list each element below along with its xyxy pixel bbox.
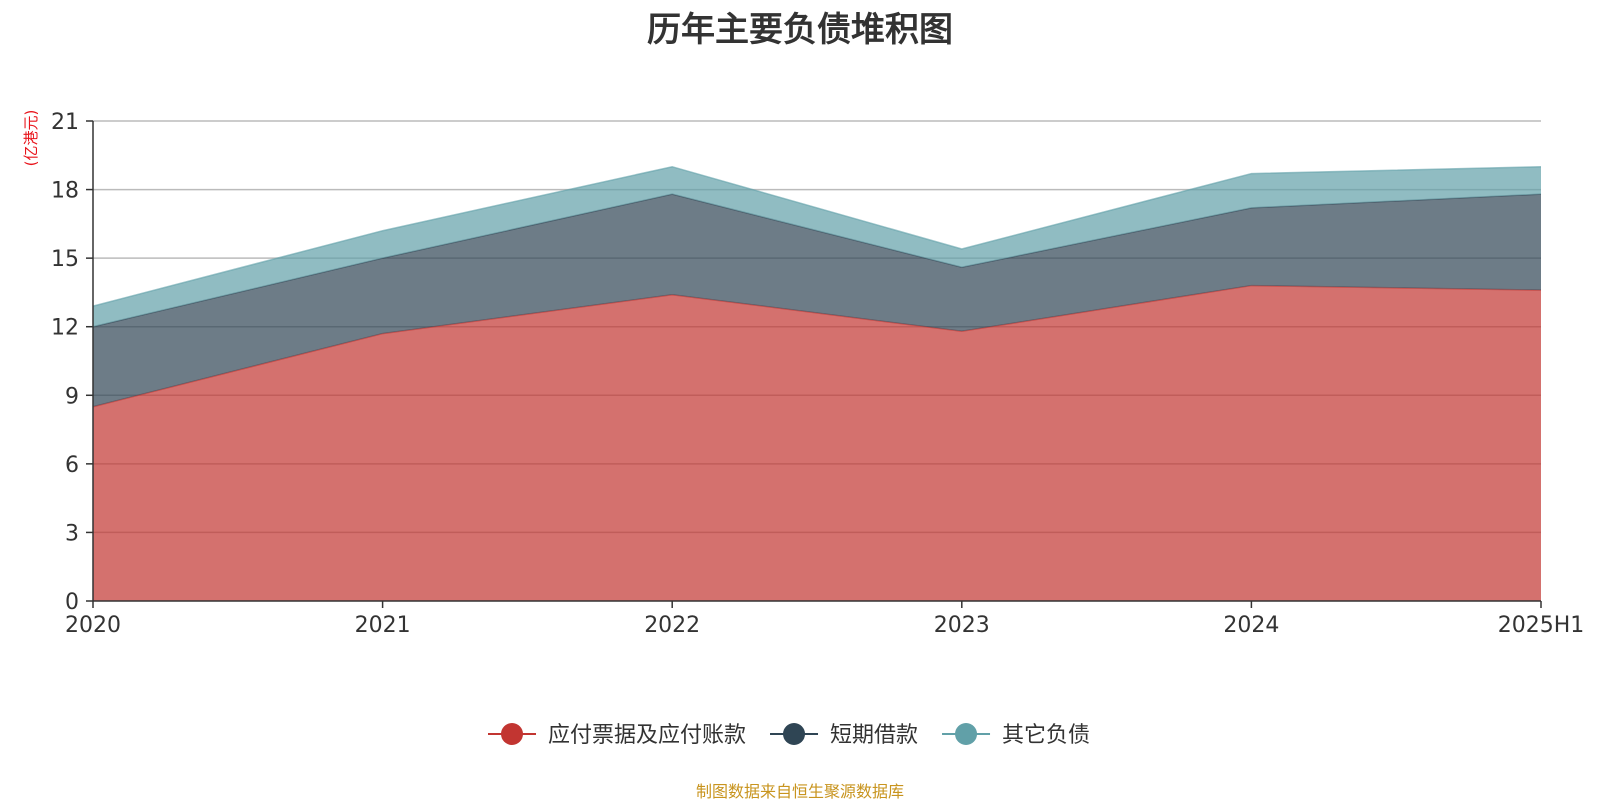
legend-item-1[interactable]: 应付票据及应付账款 [488, 723, 746, 748]
x-tick-label: 2020 [65, 613, 121, 638]
chart-title: 历年主要负债堆积图 [647, 10, 953, 50]
x-tick-label: 2022 [644, 613, 700, 638]
y-tick-label: 18 [51, 179, 79, 204]
axes: 0 3 6 9 12 15 18 21 2020 2021 2022 2023 2024 2025H1 [51, 110, 1584, 638]
x-tick-label: 2025H1 [1498, 613, 1585, 638]
area-series [92, 165, 1542, 601]
y-tick-label: 0 [65, 590, 79, 615]
legend-circle-icon [955, 723, 978, 745]
legend-label: 其它负债 [1002, 723, 1090, 748]
y-tick-label: 15 [51, 247, 79, 272]
source-note: 制图数据来自恒生聚源数据库 [695, 782, 904, 801]
y-tick-label: 6 [65, 453, 79, 478]
area-series-3-edge [92, 165, 1542, 307]
y-tick-label: 3 [65, 521, 79, 546]
area-series-3[interactable] [93, 166, 1541, 327]
y-axis-unit-label: (亿港元) [22, 110, 40, 167]
x-tick-label: 2024 [1223, 613, 1279, 638]
area-series-2[interactable] [93, 194, 1541, 407]
x-tick-label: 2021 [355, 613, 411, 638]
y-tick-label: 12 [51, 316, 79, 341]
legend-label: 短期借款 [830, 723, 918, 748]
legend-label: 应付票据及应付账款 [548, 723, 746, 748]
legend: 应付票据及应付账款 短期借款 其它负债 [488, 723, 1090, 748]
y-tick-label: 9 [65, 384, 79, 409]
y-tick-label: 21 [51, 110, 79, 135]
x-tick-label: 2023 [934, 613, 990, 638]
legend-circle-icon [501, 723, 523, 745]
area-series-1[interactable] [93, 285, 1541, 601]
legend-item-2[interactable]: 短期借款 [770, 723, 918, 748]
legend-circle-icon [783, 723, 806, 745]
legend-item-3[interactable]: 其它负债 [942, 723, 1090, 748]
